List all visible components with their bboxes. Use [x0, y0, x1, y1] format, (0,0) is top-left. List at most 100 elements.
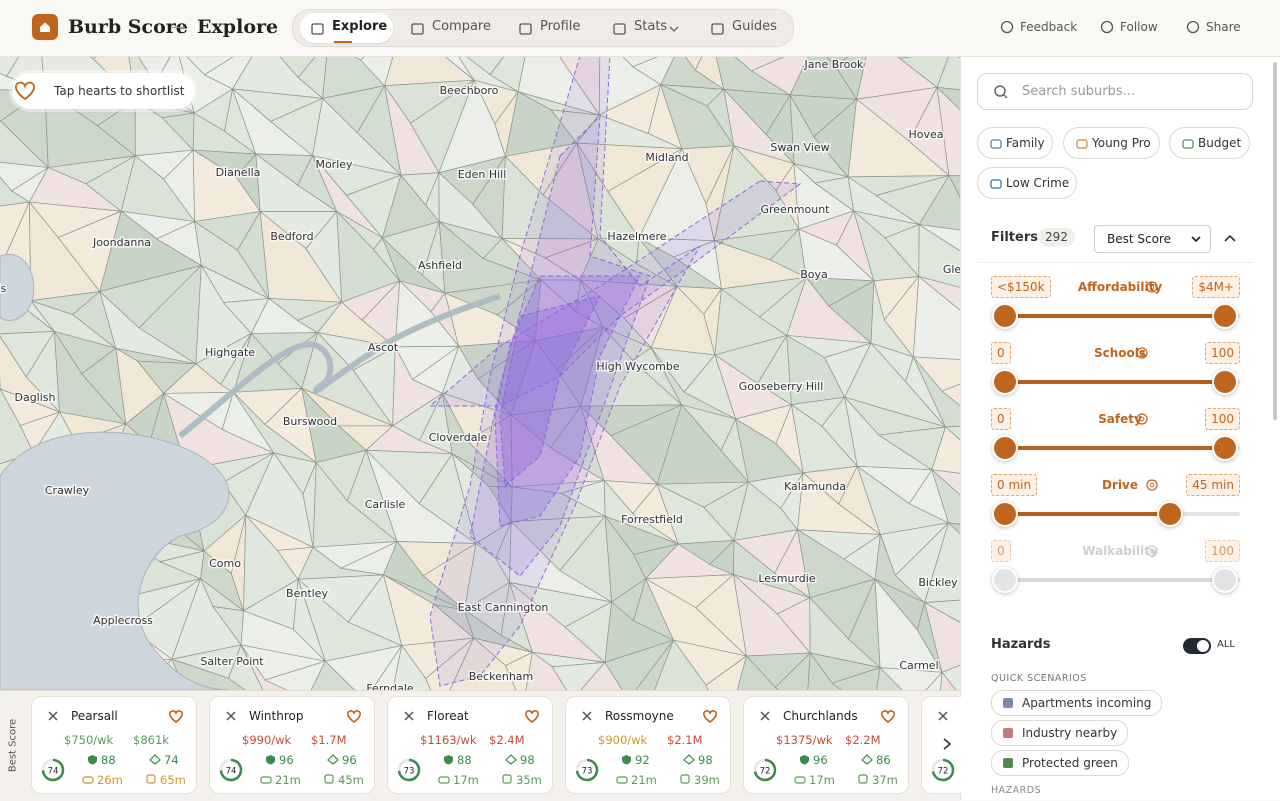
slider-min: <$150k: [991, 276, 1051, 298]
card-name: Winthrop: [249, 709, 303, 723]
remove-button: [47, 710, 59, 722]
hazards-toggle[interactable]: [1183, 638, 1211, 654]
transit-icon: [145, 774, 157, 785]
nav-item[interactable]: Stats: [602, 13, 692, 43]
green-icon: [683, 754, 695, 765]
shortlist-heart: [702, 708, 718, 724]
card-drive: 26m: [97, 773, 123, 787]
preset-label: Budget: [1198, 136, 1241, 150]
shortlist-heart: [880, 708, 896, 724]
card-rent: $750/wk: [64, 733, 113, 747]
slider-range: [1005, 512, 1170, 516]
slider-handle[interactable]: [1212, 303, 1238, 329]
nav-item[interactable]: Compare: [400, 13, 500, 43]
slider-handle[interactable]: [1212, 567, 1238, 593]
slider-handle[interactable]: [992, 567, 1018, 593]
slider-settings: [1145, 544, 1159, 558]
score-ring: 74: [40, 757, 66, 783]
score-ring: 73: [574, 757, 600, 783]
divider: [977, 262, 1253, 263]
preset-chip[interactable]: Budget: [1169, 127, 1250, 159]
hazards-title: Hazards: [991, 637, 1050, 652]
logo[interactable]: [32, 14, 58, 40]
nav-item[interactable]: Explore: [300, 13, 393, 43]
card-transit: 39m: [694, 773, 720, 787]
slider-handle[interactable]: [992, 369, 1018, 395]
map-label: Crawley: [45, 484, 90, 497]
slider-handle[interactable]: [1212, 435, 1238, 461]
school-icon: [799, 754, 810, 765]
card-price: $2.2M: [845, 733, 881, 747]
school-icon: [621, 754, 632, 765]
collapse-button[interactable]: [1222, 231, 1238, 247]
nav-item[interactable]: Profile: [508, 13, 594, 43]
map-label: is: [0, 282, 7, 295]
card-name: Rossmoyne: [605, 709, 674, 723]
card-green: 96: [342, 753, 357, 767]
filters-count: 292: [1038, 228, 1075, 246]
card-name: Churchlands: [783, 709, 858, 723]
green-icon: [327, 754, 339, 765]
slider-label: Affordability: [1060, 280, 1180, 294]
preset-icon: [990, 138, 1002, 150]
hint-text: Tap hearts to shortlist: [54, 84, 185, 98]
map-label: Boya: [800, 268, 828, 281]
preset-chip[interactable]: Young Pro: [1063, 127, 1160, 159]
preset-chip[interactable]: Low Crime: [977, 167, 1077, 199]
shortlist-heart: [524, 708, 540, 724]
slider-label: Schools: [1060, 346, 1180, 360]
map-label: Hazelmere: [607, 230, 666, 243]
slider-handle[interactable]: [992, 303, 1018, 329]
card-name: Floreat: [427, 709, 469, 723]
action-label: Feedback: [1020, 20, 1077, 34]
map-label: Hovea: [908, 128, 943, 141]
school-icon: [443, 754, 454, 765]
scenario-label: Protected green: [1022, 756, 1118, 770]
search-box[interactable]: Search suburbs...: [977, 73, 1253, 110]
slider-label: Drive: [1060, 478, 1180, 492]
sort-select[interactable]: Best Score: [1094, 225, 1211, 253]
card-price: $2.1M: [667, 733, 703, 747]
shortlist-heart: [346, 708, 362, 724]
slider-settings: [1135, 346, 1149, 360]
slider-handle[interactable]: [992, 501, 1018, 527]
map-label: Bickley: [918, 576, 958, 589]
remove-button: [581, 710, 593, 722]
shortlist-title: Best Score: [8, 711, 19, 781]
slider-handle[interactable]: [1157, 501, 1183, 527]
scenario-icon: [1002, 727, 1014, 739]
map-label: Jane Brook: [804, 58, 865, 71]
nav-item[interactable]: Guides: [700, 13, 786, 43]
quick-scenarios-title: QUICK SCENARIOS: [991, 673, 1087, 684]
preset-chip[interactable]: Family: [977, 127, 1053, 159]
scenario-chip[interactable]: Protected green: [991, 750, 1129, 776]
slider-handle[interactable]: [992, 435, 1018, 461]
remove-button: [225, 710, 237, 722]
score-value: 74: [226, 767, 237, 777]
card-schools: 96: [813, 753, 828, 767]
hazards-toggle-label: ALL: [1217, 639, 1235, 650]
slider-max: 100: [1205, 540, 1240, 562]
scenario-chip[interactable]: Apartments incoming: [991, 690, 1162, 716]
green-icon: [861, 754, 873, 765]
map-label: Bedford: [270, 230, 313, 243]
scenario-chip[interactable]: Industry nearby: [991, 720, 1128, 746]
section-title: Explore: [197, 16, 278, 38]
slider-max: 100: [1205, 408, 1240, 430]
map-label: Gle: [943, 263, 960, 276]
card-rent: $1375/wk: [776, 733, 833, 747]
scrollbar[interactable]: [1273, 62, 1277, 420]
map-label: Forrestfield: [621, 513, 683, 526]
slider-handle[interactable]: [1212, 369, 1238, 395]
action-label: Share: [1206, 20, 1241, 34]
map-label: Swan View: [770, 141, 829, 154]
card-name: Pearsall: [71, 709, 118, 723]
hazards-subtitle: HAZARDS: [991, 785, 1041, 796]
action-icon: [1000, 20, 1015, 35]
